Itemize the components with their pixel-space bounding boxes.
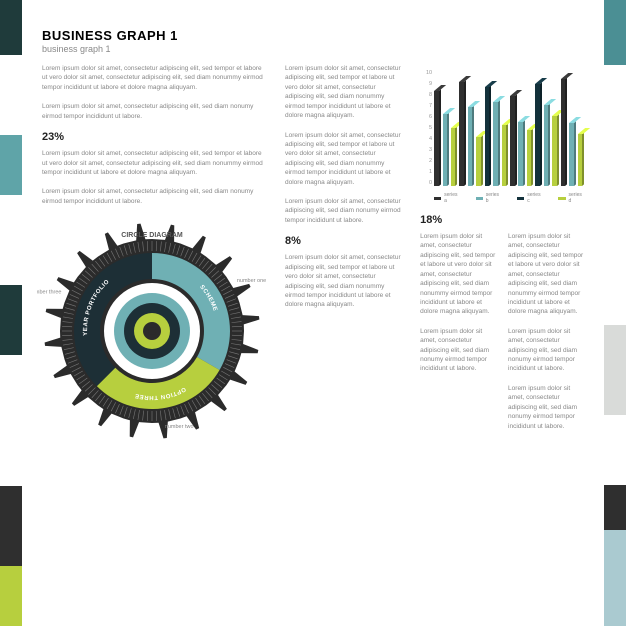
col3-sub-a: Lorem ipsum dolor sit amet, consectetur … [420, 232, 496, 441]
stat-percent: 18% [420, 214, 584, 226]
column-2: Lorem ipsum dolor sit amet, consectetur … [285, 64, 402, 446]
chart-bars [434, 70, 584, 186]
right-edge-stripes [604, 0, 626, 626]
body-text: Lorem ipsum dolor sit amet, consectetur … [285, 197, 402, 225]
body-text: Lorem ipsum dolor sit amet, consectetur … [508, 384, 584, 431]
svg-text:number two: number two [165, 424, 194, 430]
main-columns: Lorem ipsum dolor sit amet, consectetur … [42, 64, 584, 446]
body-text: Lorem ipsum dolor sit amet, consectetur … [285, 131, 402, 188]
svg-text:CIRCLE DIAGRAM: CIRCLE DIAGRAM [121, 232, 183, 239]
page-subtitle: business graph 1 [42, 44, 584, 54]
column-1: Lorem ipsum dolor sit amet, consectetur … [42, 64, 267, 446]
stat-percent: 23% [42, 131, 267, 143]
body-text: Lorem ipsum dolor sit amet, consectetur … [42, 64, 267, 92]
col3-sub-b: Lorem ipsum dolor sit amet, consectetur … [508, 232, 584, 441]
body-text: Lorem ipsum dolor sit amet, consectetur … [420, 327, 496, 374]
bar-chart: 109876543210 series aseries bseries cser… [420, 64, 584, 204]
body-text: Lorem ipsum dolor sit amet, consectetur … [420, 232, 496, 317]
column-3: 109876543210 series aseries bseries cser… [420, 64, 584, 446]
header: BUSINESS GRAPH 1 business graph 1 [42, 28, 584, 54]
circle-diagram: CIRCLE DIAGRAMSCHEMEnumber oneOPTION THR… [37, 216, 267, 446]
body-text: Lorem ipsum dolor sit amet, consectetur … [285, 253, 402, 310]
chart-legend: series aseries bseries cseries d [434, 192, 584, 204]
gear-svg: CIRCLE DIAGRAMSCHEMEnumber oneOPTION THR… [37, 216, 267, 446]
svg-text:number one: number one [237, 278, 266, 284]
stat-percent: 8% [285, 235, 402, 247]
page-title: BUSINESS GRAPH 1 [42, 28, 584, 43]
body-text: Lorem ipsum dolor sit amet, consectetur … [42, 102, 267, 121]
chart-y-axis: 109876543210 [420, 70, 432, 186]
col3-sub: Lorem ipsum dolor sit amet, consectetur … [420, 232, 584, 441]
body-text: Lorem ipsum dolor sit amet, consectetur … [285, 64, 402, 121]
body-text: Lorem ipsum dolor sit amet, consectetur … [42, 149, 267, 177]
svg-text:number three: number three [37, 290, 61, 296]
body-text: Lorem ipsum dolor sit amet, consectetur … [508, 232, 584, 317]
left-edge-stripes [0, 0, 22, 626]
page-content: BUSINESS GRAPH 1 business graph 1 Lorem … [22, 0, 604, 626]
body-text: Lorem ipsum dolor sit amet, consectetur … [508, 327, 584, 374]
body-text: Lorem ipsum dolor sit amet, consectetur … [42, 187, 267, 206]
